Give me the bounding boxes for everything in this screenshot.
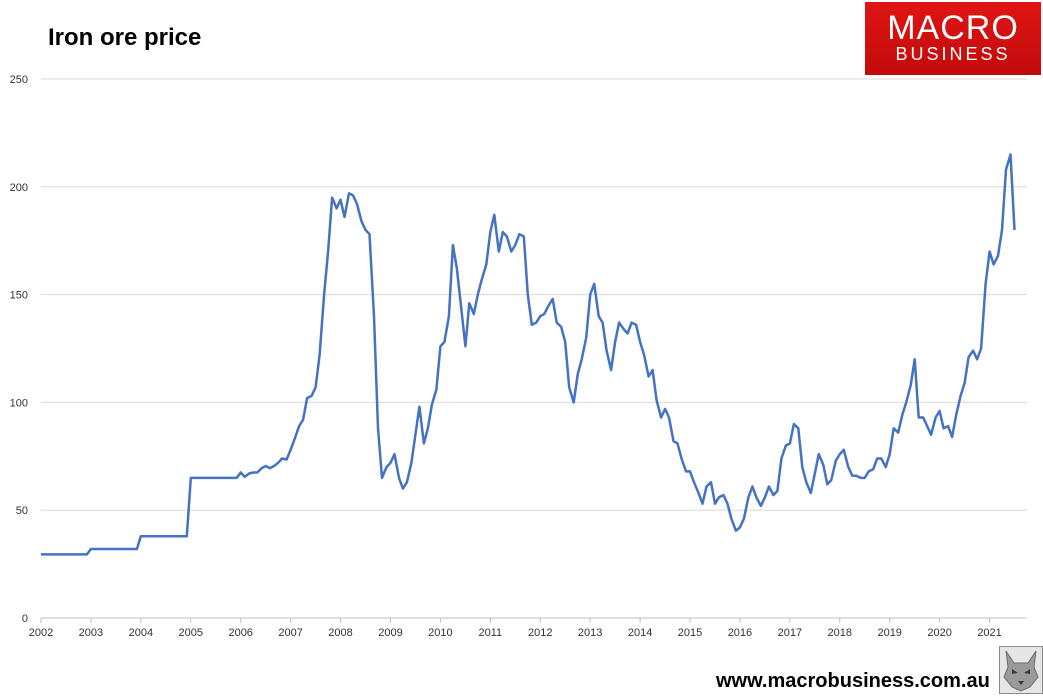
y-axis-ticks: 0 50 100 150 200 250 [10,74,28,625]
x-tick-label: 2016 [728,627,752,639]
y-tick-label: 250 [10,74,28,86]
y-tick-label: 50 [16,505,28,517]
x-tick-label: 2007 [278,627,302,639]
grid-lines [41,79,1027,618]
x-tick-label: 2020 [927,627,951,639]
x-tick-label: 2019 [877,627,901,639]
x-tick-label: 2015 [678,627,702,639]
x-tick-label: 2017 [778,627,802,639]
x-tick-label: 2018 [828,627,852,639]
x-tick-label: 2011 [478,627,502,639]
y-tick-label: 200 [10,182,28,194]
x-tick-label: 2010 [428,627,452,639]
x-tick-label: 2005 [179,627,203,639]
x-axis-ticks: 2002 2003 2004 2005 2006 2007 2008 2009 2010 2011… [29,618,1002,639]
series-line-iron-ore-price [41,155,1015,555]
x-tick-label: 2008 [328,627,352,639]
x-tick-label: 2014 [628,627,652,639]
x-tick-label: 2006 [228,627,252,639]
x-tick-label: 2004 [129,627,153,639]
y-tick-label: 0 [22,613,28,625]
x-tick-label: 2012 [528,627,552,639]
x-tick-label: 2021 [977,627,1001,639]
website-url[interactable]: www.macrobusiness.com.au [716,670,990,693]
x-tick-label: 2013 [578,627,602,639]
y-tick-label: 150 [10,290,28,302]
x-tick-label: 2009 [378,627,402,639]
y-tick-label: 100 [10,397,28,409]
x-tick-label: 2002 [29,627,53,639]
x-tick-label: 2003 [79,627,103,639]
series-group [41,154,1015,554]
wolf-icon [999,646,1043,694]
